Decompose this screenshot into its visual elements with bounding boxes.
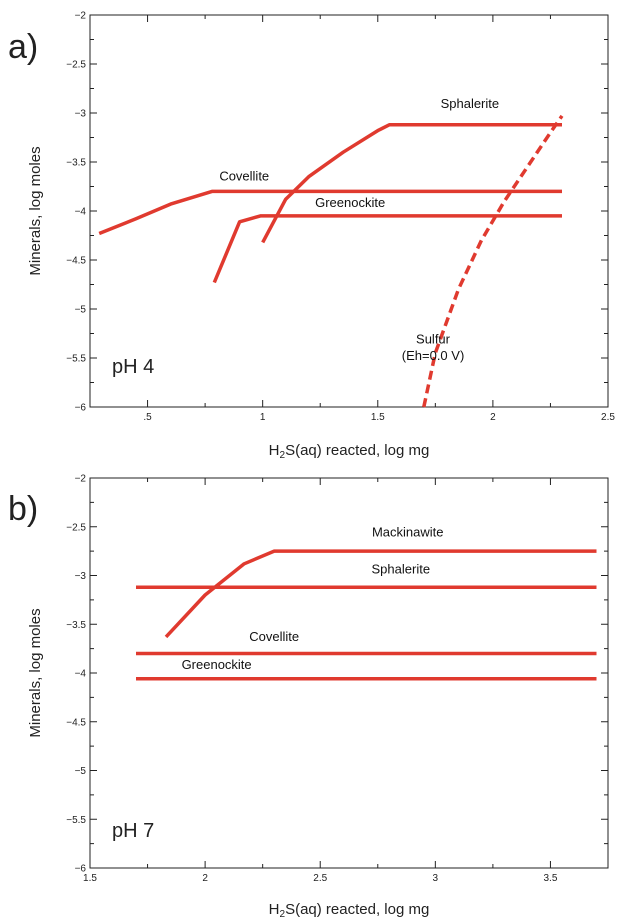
- chart-panel-a: −2 −2.5 −3 −3.5 −4 −4.5 −5 −5.5 −6 .5 1 1.5 2 2.5 Spha…: [8, 11, 615, 462]
- series-label-covellite: Covellite: [249, 629, 299, 644]
- series-line-covellite: [98, 189, 562, 236]
- series-label-greenockite: Greenockite: [315, 195, 385, 210]
- panel-letter: a): [8, 28, 38, 66]
- plot-frame: [89, 477, 609, 869]
- y-tick-label: −5.5: [66, 815, 86, 826]
- y-tick-label: −6: [75, 864, 87, 875]
- x-tick-label: 1: [260, 412, 266, 423]
- x-tick-label: 1.5: [371, 412, 385, 423]
- series-line-greenockite: [212, 214, 562, 284]
- y-tick-label: −3: [75, 109, 87, 120]
- x-tick-label: 2: [202, 873, 208, 884]
- series-label-covellite: Covellite: [219, 169, 269, 184]
- x-tick-label: 2.5: [313, 873, 327, 884]
- ph-annotation: pH 7: [112, 820, 154, 842]
- y-tick-label: −3.5: [66, 158, 86, 169]
- panel-letter: b): [8, 490, 38, 528]
- y-tick-label: −5: [75, 766, 87, 777]
- y-tick-label: −4.5: [66, 256, 86, 267]
- y-tick-label: −2: [75, 474, 87, 485]
- y-tick-label: −2: [75, 11, 87, 22]
- x-tick-label: 2.5: [601, 412, 615, 423]
- y-tick-label: −2.5: [66, 522, 86, 533]
- ph-annotation: pH 4: [112, 356, 154, 378]
- y-tick-label: −3: [75, 571, 87, 582]
- x-tick-label: 2: [490, 412, 496, 423]
- y-tick-label: −4: [75, 669, 87, 680]
- y-tick-label: −5: [75, 305, 87, 316]
- x-axis-title: H2S(aq) reacted, log mg: [269, 901, 430, 920]
- x-axis-title: H2S(aq) reacted, log mg: [269, 442, 430, 461]
- series-line-sphalerite: [261, 123, 562, 244]
- series-label-sphalerite: Sphalerite: [441, 96, 500, 111]
- y-axis-title: Minerals, log moles: [27, 608, 44, 737]
- x-tick-label: 3.5: [543, 873, 557, 884]
- series-line-mackinawite: [164, 549, 597, 639]
- series-label-sulfur: Sulfur: [416, 331, 451, 346]
- y-tick-label: −4.5: [66, 717, 86, 728]
- series-label-greenockite: Greenockite: [182, 657, 252, 672]
- y-axis-title: Minerals, log moles: [27, 146, 44, 275]
- y-tick-label: −6: [75, 403, 87, 414]
- y-tick-label: −5.5: [66, 354, 86, 365]
- series-label-sphalerite: Sphalerite: [372, 562, 431, 577]
- x-tick-label: .5: [143, 412, 152, 423]
- y-tick-label: −3.5: [66, 620, 86, 631]
- x-tick-label: 1.5: [83, 873, 97, 884]
- series-label-mackinawite: Mackinawite: [372, 525, 444, 540]
- series-label-eh-0-0-v: (Eh=0.0 V): [402, 348, 465, 363]
- chart-panel-b: −2 −2.5 −3 −3.5 −4 −4.5 −5 −5.5 −61.5 2 2.5 3 3.5 Mac…: [8, 474, 609, 920]
- x-tick-label: 3: [433, 873, 439, 884]
- plot-frame: [89, 14, 609, 408]
- series-line-sulfur: [422, 114, 564, 408]
- y-tick-label: −2.5: [66, 60, 86, 71]
- y-tick-label: −4: [75, 207, 87, 218]
